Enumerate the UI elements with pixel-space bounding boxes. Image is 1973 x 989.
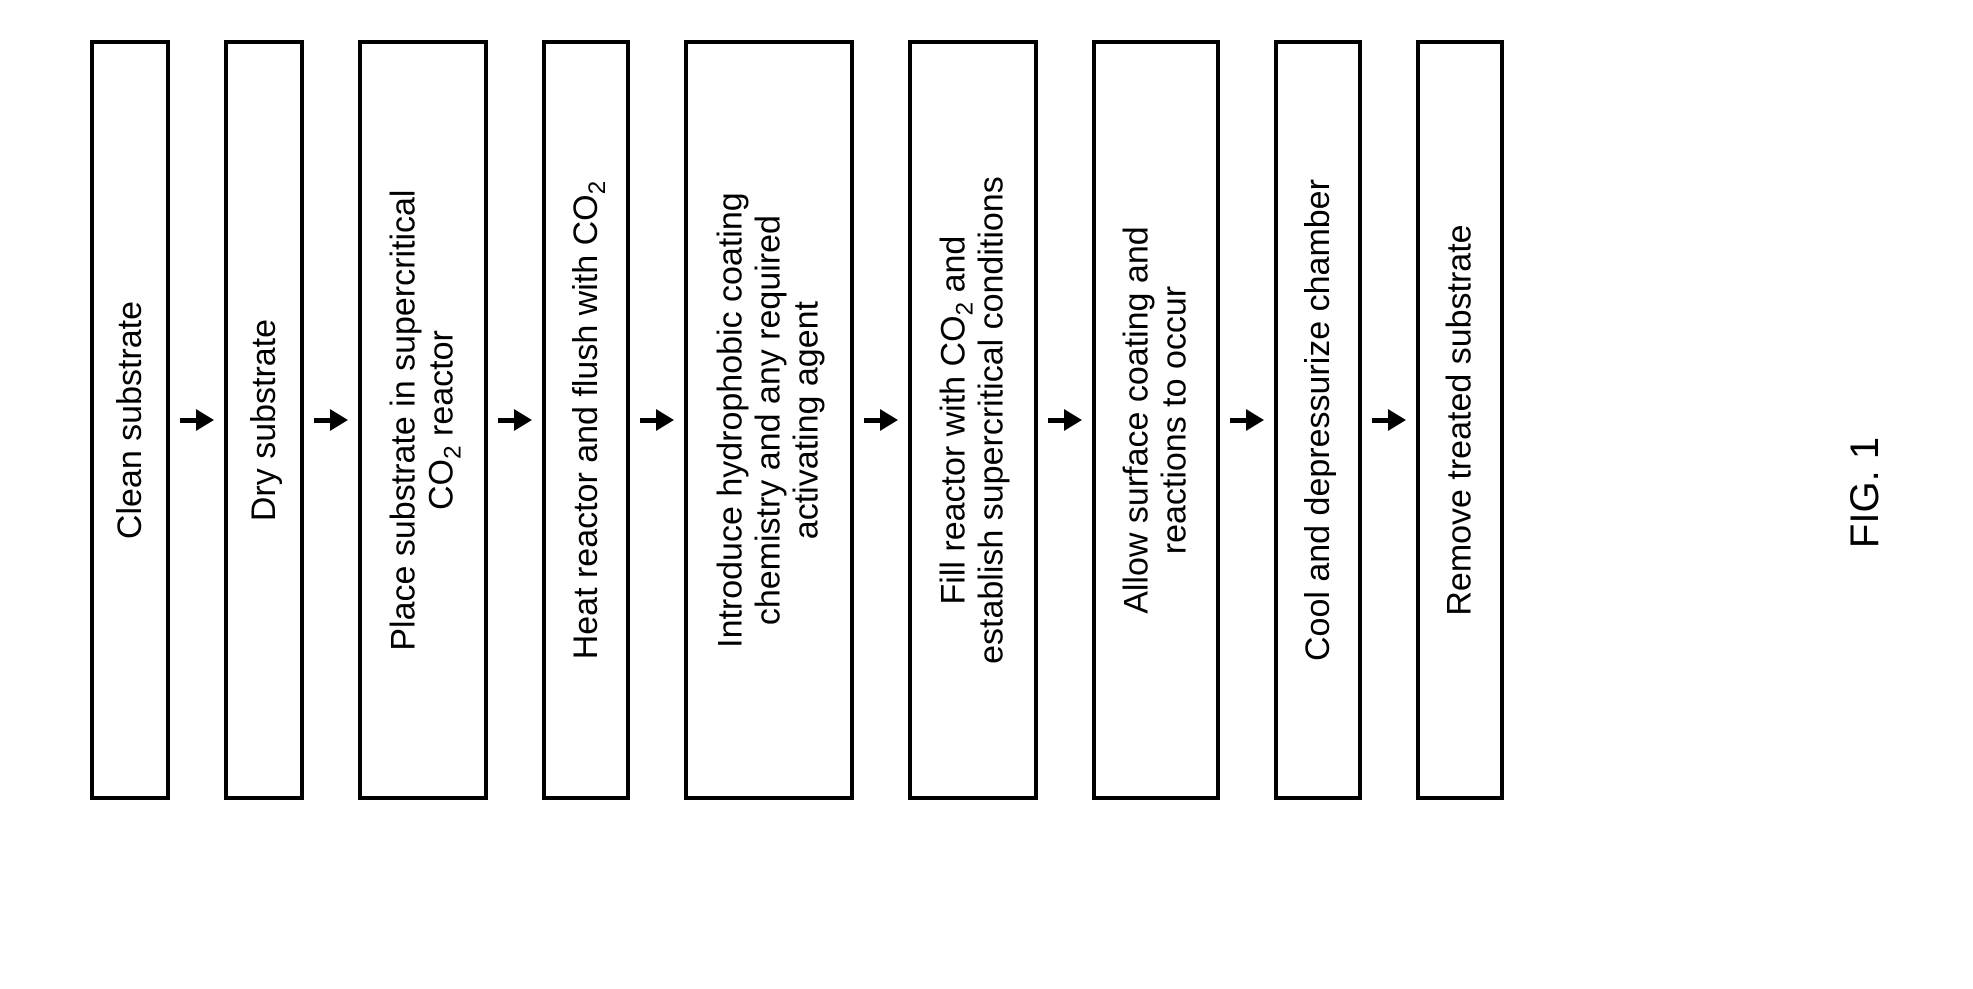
arrow-shaft — [314, 418, 330, 423]
flow-step-s6: Fill reactor with CO2 andestablish super… — [908, 40, 1038, 800]
flow-step-s4: Heat reactor and flush with CO2 — [542, 40, 630, 800]
flow-step-s3: Place substrate in supercriticalCO2 reac… — [358, 40, 488, 800]
arrow-head — [1246, 409, 1264, 431]
flow-arrow — [180, 409, 214, 431]
flow-step-s9: Remove treated substrate — [1416, 40, 1504, 800]
arrow-shaft — [180, 418, 196, 423]
flow-arrow — [1372, 409, 1406, 431]
flow-step-label: Dry substrate — [245, 319, 283, 521]
arrow-head — [330, 409, 348, 431]
flow-step-s8: Cool and depressurize chamber — [1274, 40, 1362, 800]
arrow-shaft — [640, 418, 656, 423]
flow-step-label: Fill reactor with CO2 andestablish super… — [935, 176, 1011, 664]
arrow-shaft — [1230, 418, 1246, 423]
flow-step-label: Clean substrate — [111, 301, 149, 539]
flow-arrow — [1048, 409, 1082, 431]
arrow-shaft — [498, 418, 514, 423]
flow-step-label: Cool and depressurize chamber — [1299, 179, 1337, 661]
flow-step-s2: Dry substrate — [224, 40, 304, 800]
arrow-head — [880, 409, 898, 431]
flow-step-label: Introduce hydrophobic coatingchemistry a… — [712, 192, 826, 648]
flow-step-label: Heat reactor and flush with CO2 — [567, 181, 605, 660]
arrow-head — [1064, 409, 1082, 431]
flow-arrow — [1230, 409, 1264, 431]
flow-step-s7: Allow surface coating andreactions to oc… — [1092, 40, 1220, 800]
flow-step-label: Remove treated substrate — [1441, 224, 1479, 615]
arrow-head — [196, 409, 214, 431]
arrow-head — [656, 409, 674, 431]
arrow-shaft — [1372, 418, 1388, 423]
flow-arrow — [314, 409, 348, 431]
arrow-shaft — [1048, 418, 1064, 423]
flow-arrow — [498, 409, 532, 431]
arrow-shaft — [864, 418, 880, 423]
arrow-head — [514, 409, 532, 431]
flow-step-s5: Introduce hydrophobic coatingchemistry a… — [684, 40, 854, 800]
figure-caption: FIG. 1 — [1843, 437, 1888, 548]
flow-arrow — [640, 409, 674, 431]
diagram-canvas: Clean substrate Dry substrate Place substr… — [0, 0, 1973, 989]
flowchart: Clean substrate Dry substrate Place substr… — [90, 40, 1504, 800]
flow-arrow — [864, 409, 898, 431]
flow-step-label: Place substrate in supercriticalCO2 reac… — [385, 189, 461, 650]
arrow-head — [1388, 409, 1406, 431]
flow-step-s1: Clean substrate — [90, 40, 170, 800]
flow-step-label: Allow surface coating andreactions to oc… — [1118, 226, 1194, 613]
